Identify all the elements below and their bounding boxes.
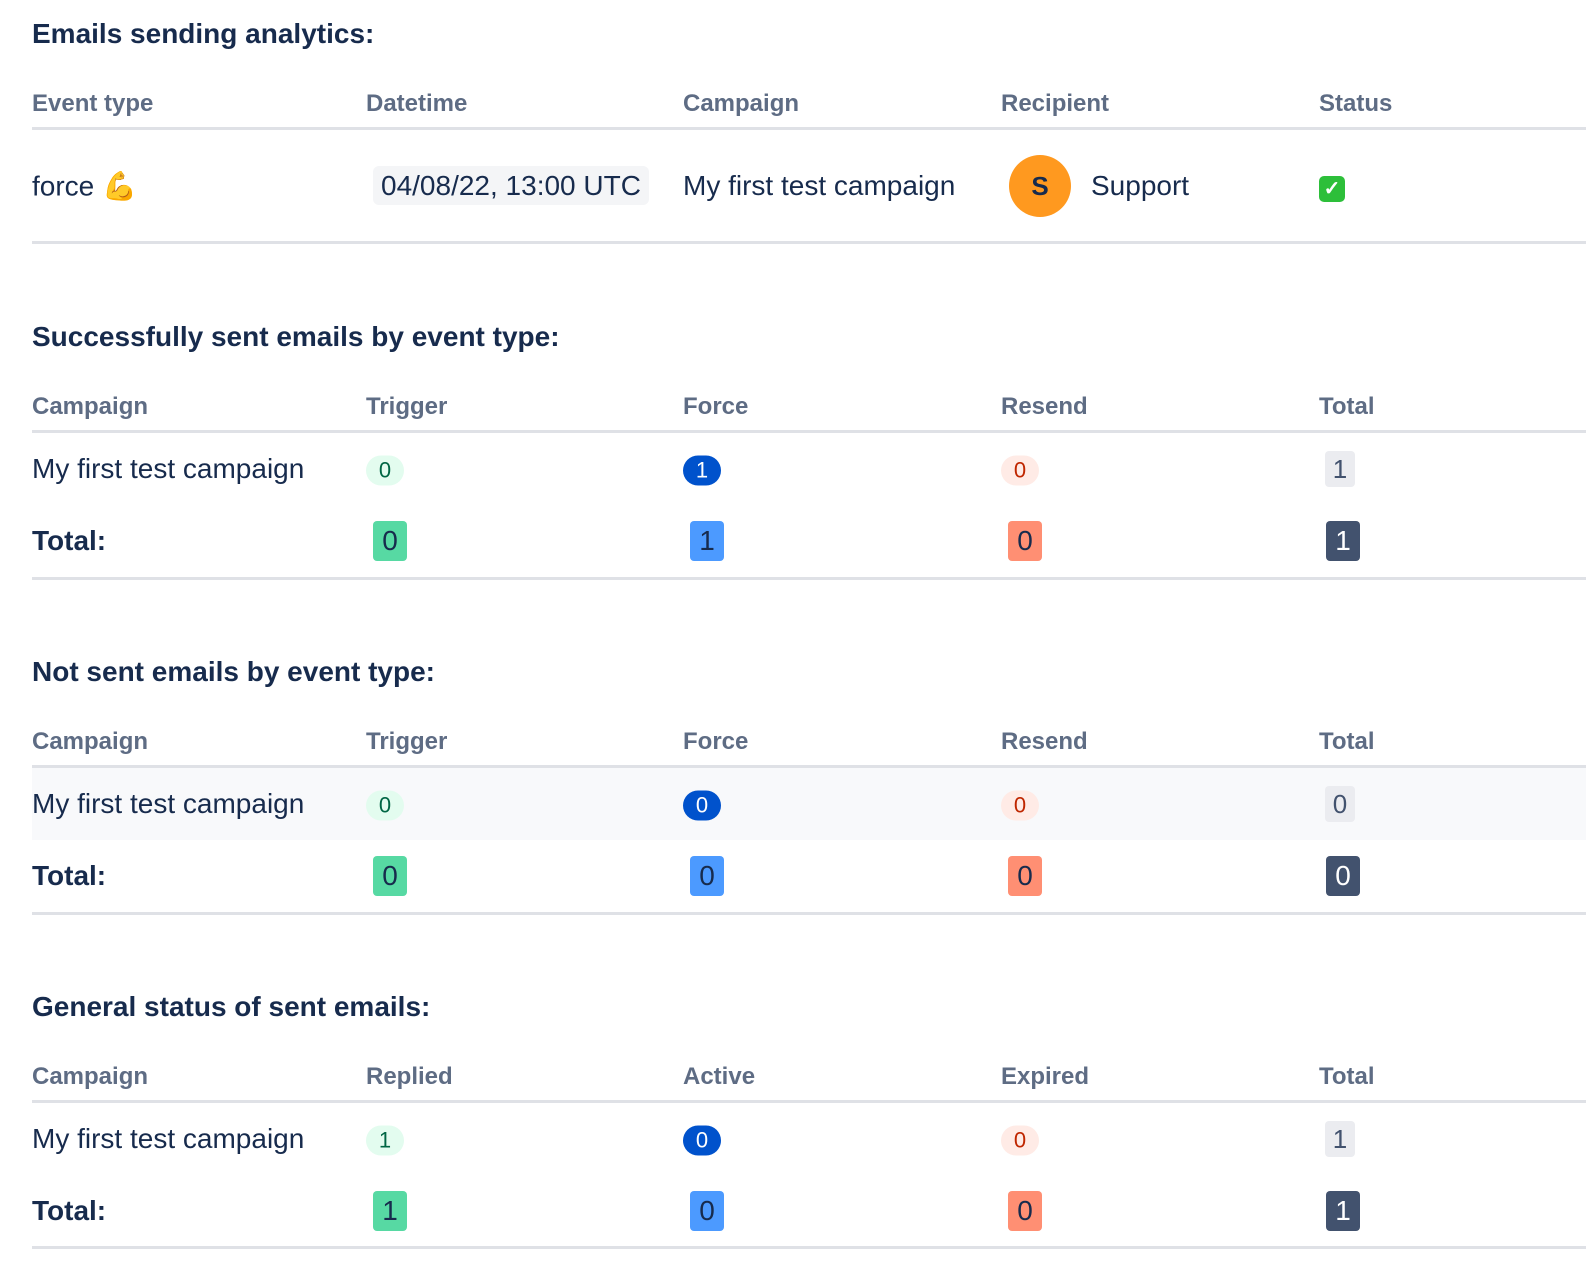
recipient-name[interactable]: Support [1091,170,1190,201]
general-title: General status of sent emails: [32,991,431,1022]
header-total[interactable]: Total [1319,393,1375,420]
header-status[interactable]: Status [1319,90,1393,117]
force-count: 0 [683,790,721,821]
grand-total: 1 [1326,521,1360,561]
trigger-count: 0 [366,790,404,821]
header-force[interactable]: Force [683,728,749,755]
header-expired[interactable]: Expired [1001,1063,1090,1090]
trigger-total: 0 [373,521,407,561]
header-trigger[interactable]: Trigger [366,393,448,420]
total-row: Total: 0 1 0 1 [32,505,1586,577]
header-campaign[interactable]: Campaign [683,90,800,117]
analytics-table-header: Event type Datetime Campaign Recipient S… [32,84,1586,124]
header-resend[interactable]: Resend [1001,393,1088,420]
total-label: Total: [32,860,107,891]
total-row: Total: 1 0 0 1 [32,1175,1586,1247]
header-campaign[interactable]: Campaign [32,1063,149,1090]
total-count: 1 [1325,1121,1355,1157]
active-count: 0 [683,1125,721,1156]
not-sent-table-header: Campaign Trigger Force Resend Total [32,722,1586,762]
header-datetime[interactable]: Datetime [366,90,468,117]
header-trigger[interactable]: Trigger [366,728,448,755]
header-divider [32,1100,1586,1103]
general-table-header: Campaign Replied Active Expired Total [32,1057,1586,1097]
resend-count: 0 [1001,790,1039,821]
header-force[interactable]: Force [683,393,749,420]
header-replied[interactable]: Replied [366,1063,453,1090]
table-bottom-divider [32,577,1586,580]
not-sent-title: Not sent emails by event type: [32,656,436,687]
replied-total: 1 [373,1191,407,1231]
expired-count: 0 [1001,1125,1039,1156]
total-label: Total: [32,525,107,556]
table-row: force 💪 04/08/22, 13:00 UTC My first tes… [32,130,1586,242]
replied-count: 1 [366,1125,404,1156]
trigger-total: 0 [373,856,407,896]
total-count: 1 [1325,451,1355,487]
header-divider [32,127,1586,130]
status-cell: ✓ [1319,170,1345,202]
total-label: Total: [32,1195,107,1226]
table-row: My first test campaign 1 0 0 1 [32,1103,1586,1175]
header-recipient[interactable]: Recipient [1001,90,1110,117]
total-count: 0 [1325,786,1355,822]
event-type: force 💪 [32,170,137,202]
grand-total: 1 [1326,1191,1360,1231]
campaign-link[interactable]: My first test campaign [32,1123,305,1154]
header-divider [32,765,1586,768]
campaign-link[interactable]: My first test campaign [32,788,305,819]
datetime-value: 04/08/22, 13:00 UTC [373,166,649,205]
table-bottom-divider [32,912,1586,915]
header-resend[interactable]: Resend [1001,728,1088,755]
table-bottom-divider [32,1246,1586,1249]
header-total[interactable]: Total [1319,1063,1375,1090]
expired-total: 0 [1008,1191,1042,1231]
table-bottom-divider [32,241,1586,244]
sent-title: Successfully sent emails by event type: [32,321,560,352]
grand-total: 0 [1326,856,1360,896]
header-campaign[interactable]: Campaign [32,393,149,420]
campaign-link[interactable]: My first test campaign [683,170,956,201]
header-active[interactable]: Active [683,1063,756,1090]
header-event-type[interactable]: Event type [32,90,154,117]
table-row: My first test campaign 0 1 0 1 [32,433,1586,505]
trigger-count: 0 [366,455,404,486]
check-icon: ✓ [1319,176,1345,202]
recipient[interactable]: S Support [1009,155,1189,217]
avatar[interactable]: S [1009,155,1071,217]
sent-table-header: Campaign Trigger Force Resend Total [32,387,1586,427]
table-row: My first test campaign 0 0 0 0 [32,768,1586,840]
resend-total: 0 [1008,521,1042,561]
header-divider [32,430,1586,433]
active-total: 0 [690,1191,724,1231]
datetime-cell: 04/08/22, 13:00 UTC [373,166,649,205]
force-count: 1 [683,455,721,486]
header-campaign[interactable]: Campaign [32,728,149,755]
analytics-title: Emails sending analytics: [32,18,375,49]
force-total: 0 [690,856,724,896]
resend-total: 0 [1008,856,1042,896]
header-total[interactable]: Total [1319,728,1375,755]
total-row: Total: 0 0 0 0 [32,840,1586,912]
campaign-link[interactable]: My first test campaign [32,453,305,484]
resend-count: 0 [1001,455,1039,486]
force-total: 1 [690,521,724,561]
